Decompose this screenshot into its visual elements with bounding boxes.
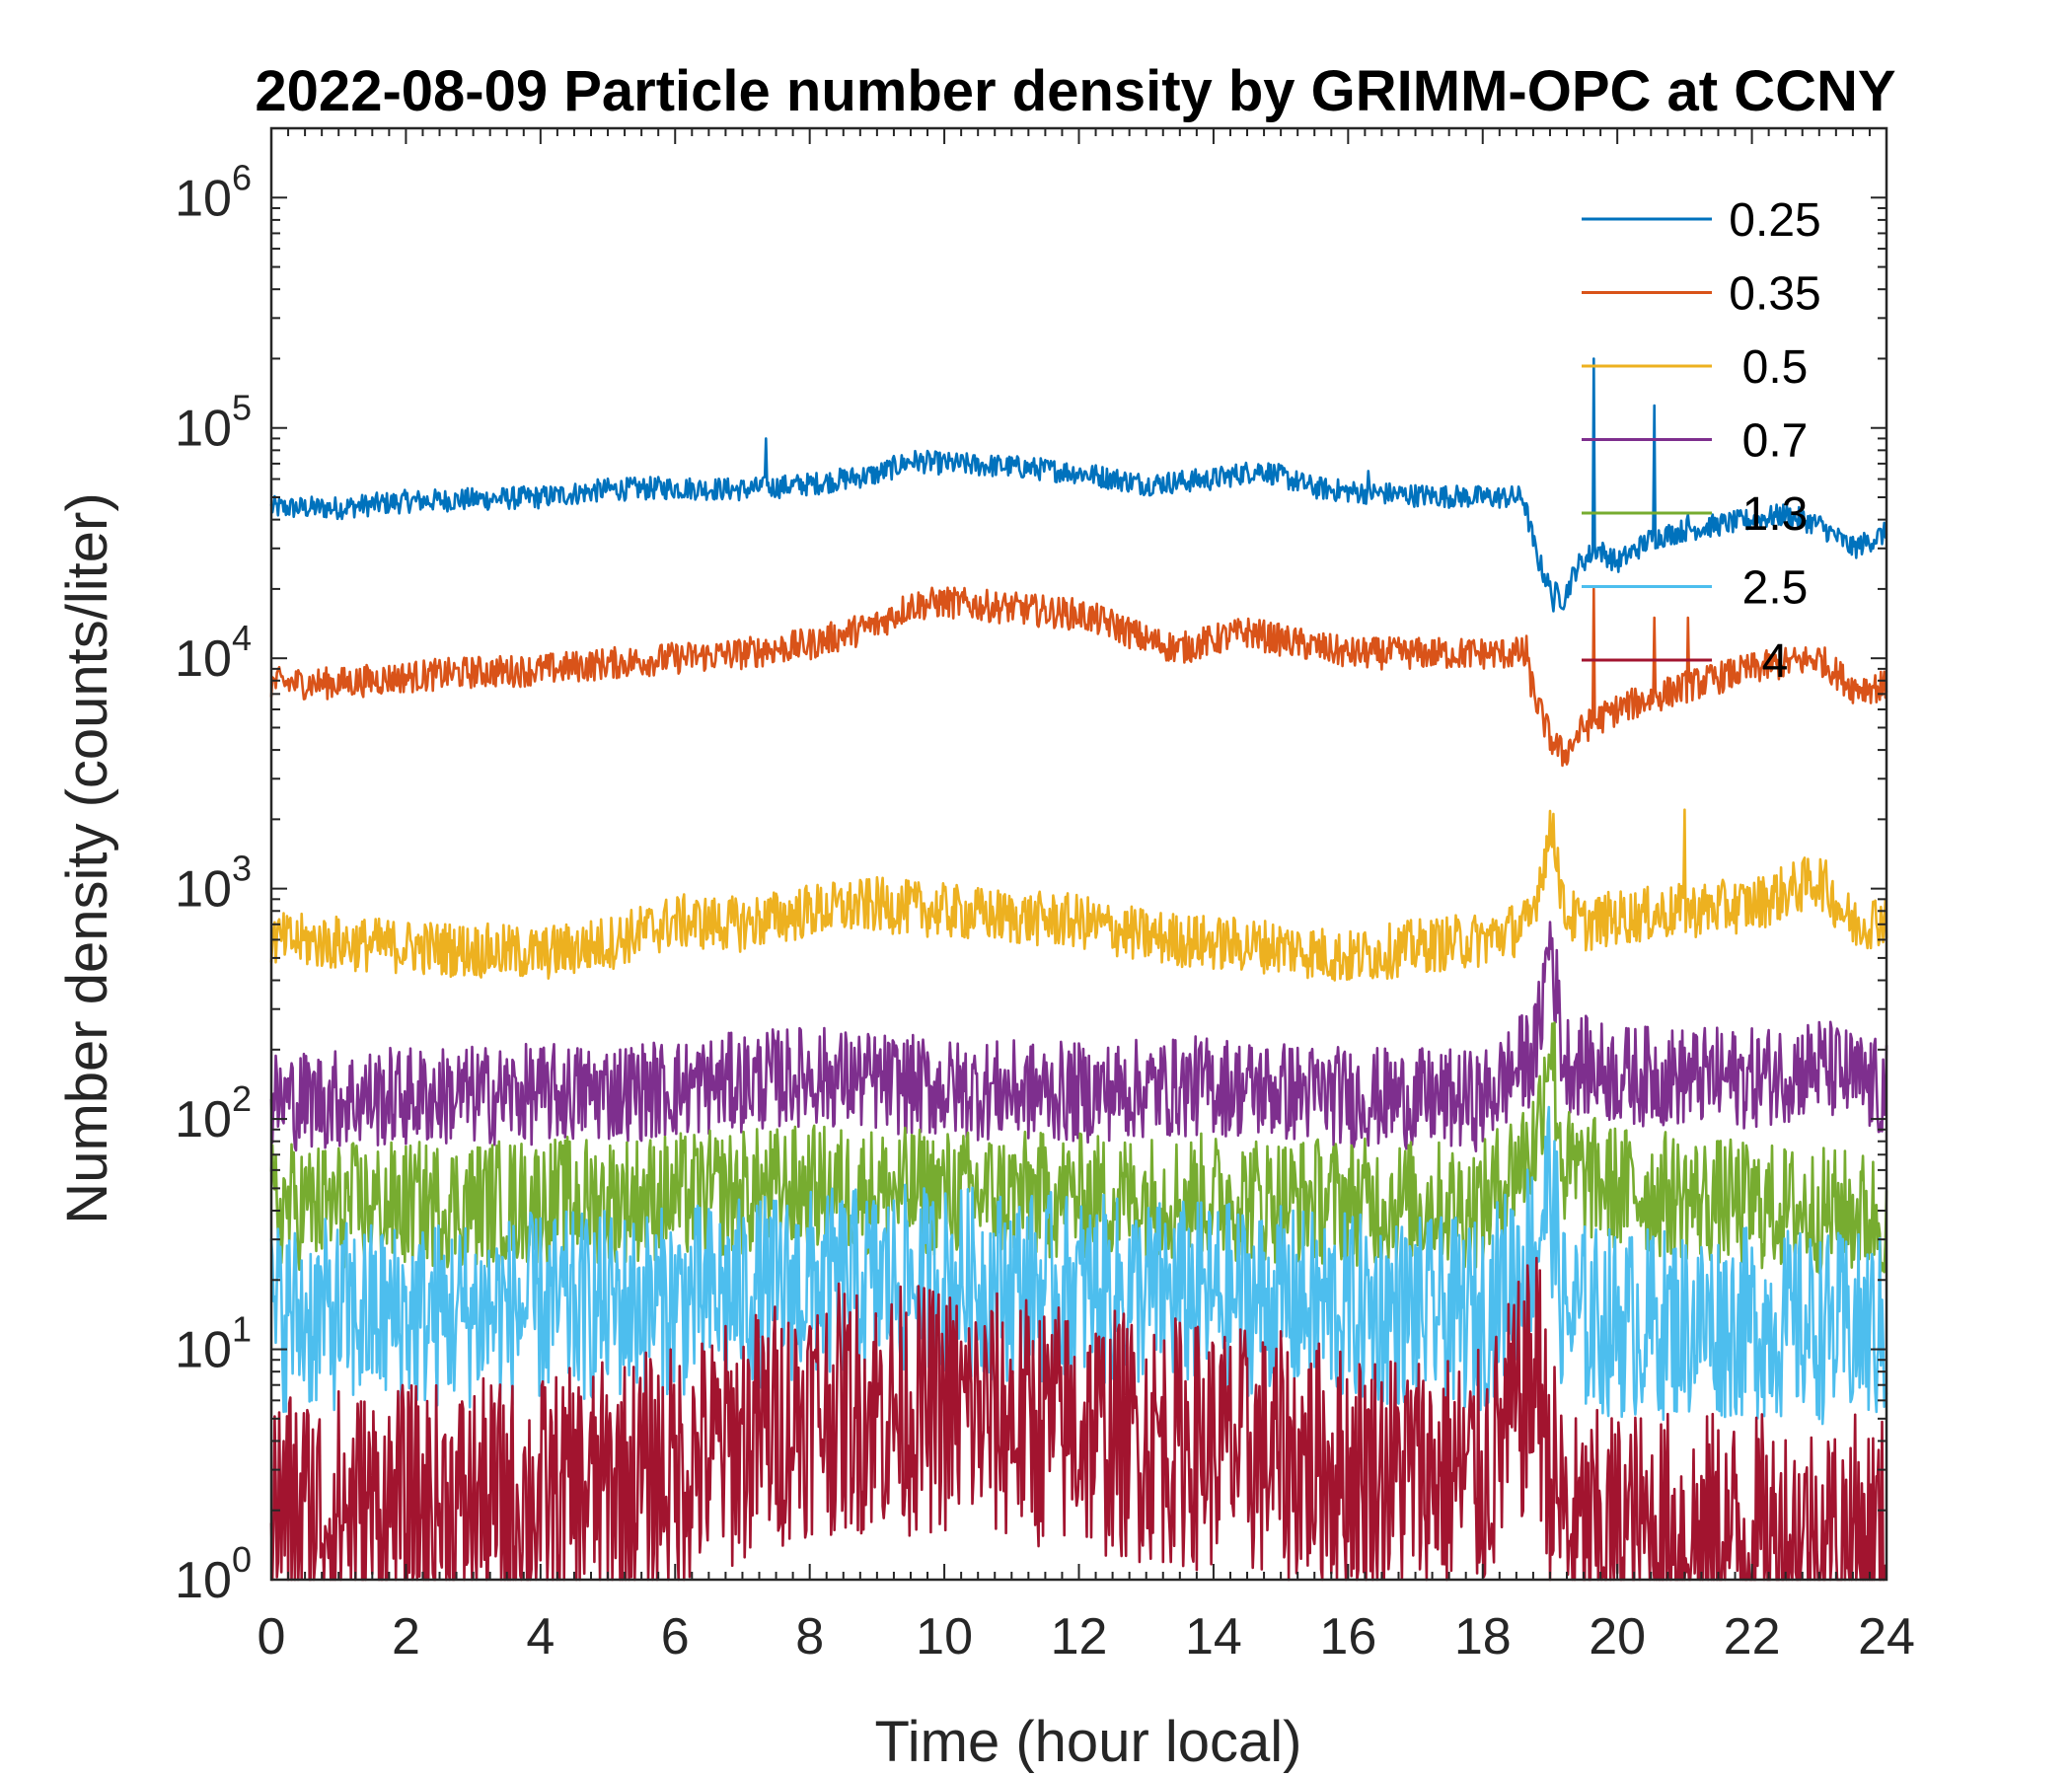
series-line-0-5: [269, 808, 1888, 982]
x-axis-title: Time (hour local): [875, 1710, 1302, 1774]
legend: 0.25 0.35 0.5 0.7 1.3 2.5 4: [1582, 194, 1821, 688]
y-axis-title: Number density (counts/liter): [55, 492, 119, 1223]
legend-label: 0.25: [1729, 194, 1820, 247]
series-line-0-35: [269, 586, 1888, 768]
x-tick-label: 0: [258, 1608, 286, 1665]
axes-layer: 0 2 4 6 8 10 12 14 16 18 20 22 241001011021031041051…: [175, 126, 1915, 1665]
x-tick-label: 18: [1454, 1608, 1512, 1665]
x-tick-label: 14: [1185, 1608, 1242, 1665]
legend-label: 0.35: [1729, 268, 1820, 321]
legend-label: 1.3: [1742, 488, 1809, 541]
y-tick-label: 100: [175, 1539, 252, 1609]
x-tick-label: 8: [795, 1608, 824, 1665]
x-tick-label: 2: [392, 1608, 420, 1665]
x-tick-label: 16: [1319, 1608, 1376, 1665]
y-tick-label: 105: [175, 388, 252, 458]
y-tick-label: 103: [175, 849, 252, 919]
y-tick-label: 102: [175, 1078, 252, 1148]
x-tick-label: 24: [1858, 1608, 1915, 1665]
x-tick-label: 10: [916, 1608, 973, 1665]
chart-title: 2022-08-09 Particle number density by GR…: [255, 59, 1895, 123]
y-tick-label: 106: [175, 157, 252, 227]
x-tick-label: 6: [661, 1608, 690, 1665]
series-line-0-7: [269, 921, 1888, 1152]
y-tick-label: 104: [175, 618, 252, 688]
x-tick-label: 12: [1051, 1608, 1108, 1665]
series-line-0-25: [269, 357, 1888, 613]
legend-label: 2.5: [1742, 562, 1809, 615]
legend-label: 0.7: [1742, 415, 1809, 468]
x-tick-label: 4: [526, 1608, 555, 1665]
x-tick-label: 20: [1589, 1608, 1646, 1665]
legend-label: 0.5: [1742, 341, 1809, 394]
legend-label: 4: [1762, 635, 1789, 688]
legend-entries: 0.25 0.35 0.5 0.7 1.3 2.5 4: [1582, 194, 1821, 688]
x-tick-label: 22: [1724, 1608, 1781, 1665]
series-line-2-5: [269, 1105, 1888, 1426]
y-tick-label: 101: [175, 1309, 252, 1379]
